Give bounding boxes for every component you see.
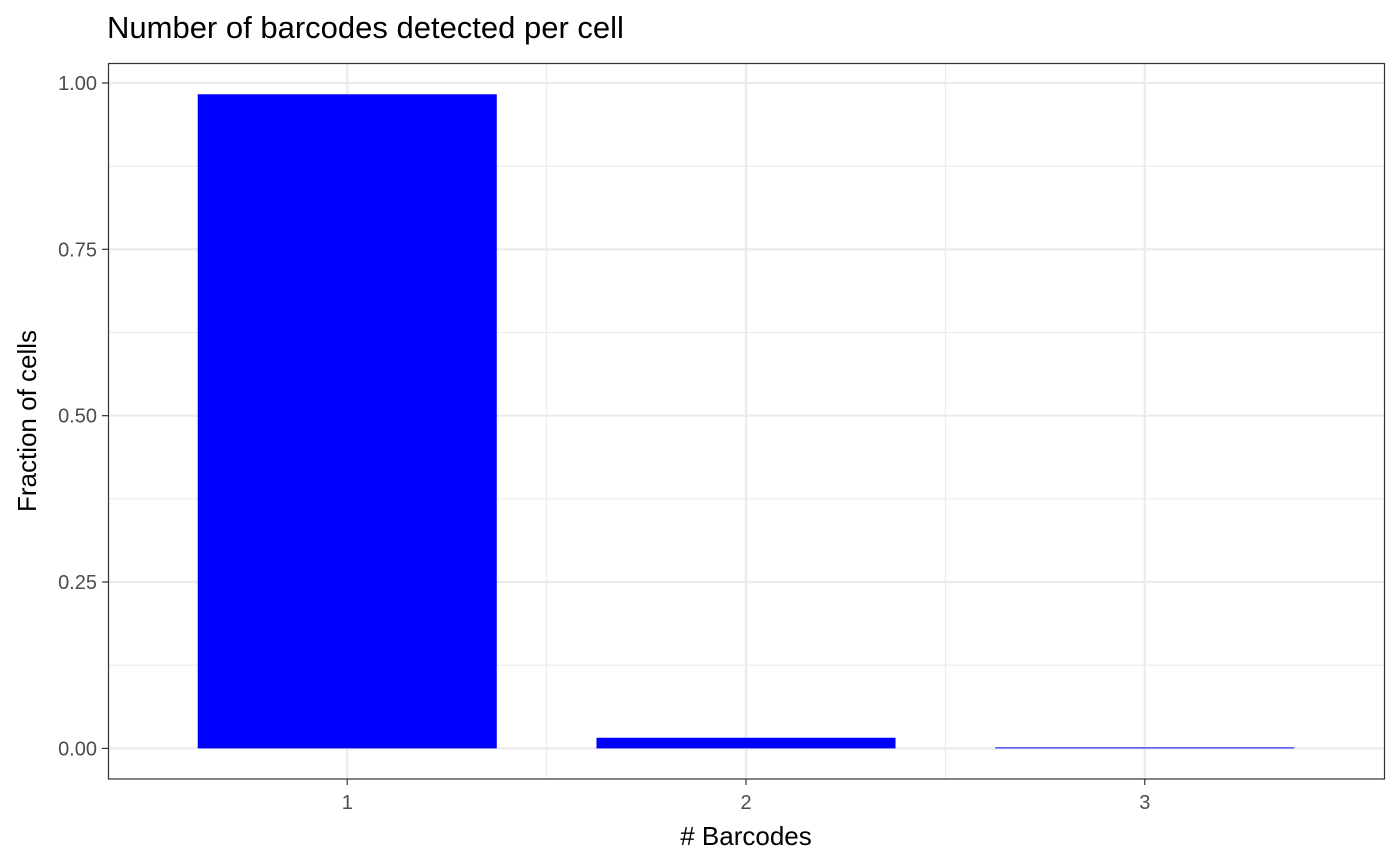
bar-3 [995, 747, 1295, 749]
bar-1 [197, 94, 497, 749]
y-tick-label: 0.00 [58, 738, 97, 760]
x-axis-title: # Barcodes [680, 821, 812, 851]
x-tick-label: 1 [342, 792, 353, 814]
x-tick-label: 2 [740, 792, 751, 814]
y-tick-label: 0.75 [58, 239, 97, 261]
bar-2 [596, 737, 896, 749]
y-tick-label: 0.25 [58, 572, 97, 594]
y-tick-label: 0.50 [58, 406, 97, 428]
bars [197, 94, 1295, 749]
y-tick-label: 1.00 [58, 73, 97, 95]
y-axis-title: Fraction of cells [12, 330, 42, 512]
axes: 0.00 0.25 0.50 0.75 1.00 1 2 3 [58, 73, 1150, 814]
chart-title: Number of barcodes detected per cell [107, 10, 624, 45]
x-tick-label: 3 [1139, 792, 1150, 814]
